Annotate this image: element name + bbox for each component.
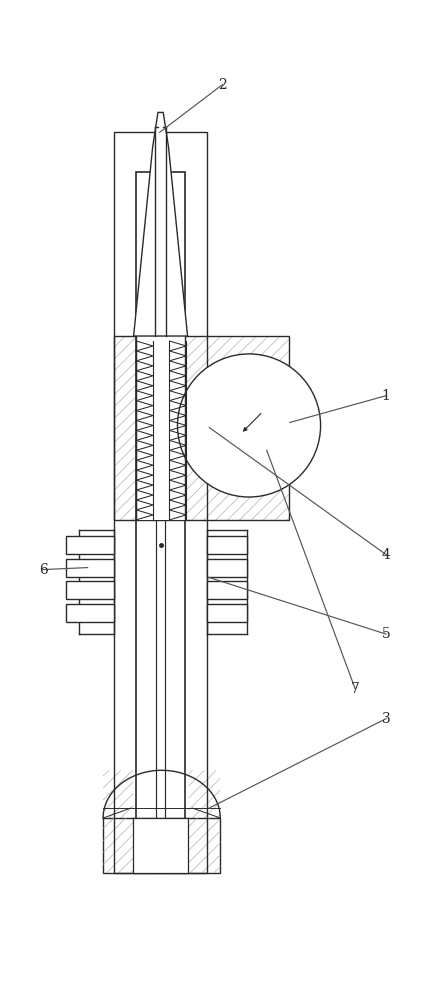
Bar <box>136 341 153 520</box>
Bar <box>103 818 220 873</box>
Text: 3: 3 <box>382 712 391 726</box>
Bar <box>207 536 247 554</box>
Bar <box>114 132 207 873</box>
Text: 7: 7 <box>351 682 360 696</box>
Text: 5: 5 <box>382 627 391 641</box>
Bar <box>65 581 114 599</box>
Bar <box>136 336 185 520</box>
Text: 6: 6 <box>39 563 48 577</box>
Bar <box>65 604 114 622</box>
Bar <box>170 341 186 520</box>
Text: 4: 4 <box>382 548 391 562</box>
Bar <box>207 604 247 622</box>
Bar <box>65 559 114 577</box>
Polygon shape <box>103 770 220 818</box>
Bar <box>65 536 114 554</box>
Polygon shape <box>134 112 187 336</box>
Bar <box>136 172 185 873</box>
Text: 2: 2 <box>218 78 227 92</box>
Bar <box>207 559 247 577</box>
Bar <box>133 818 188 873</box>
Bar <box>207 581 247 599</box>
Circle shape <box>178 354 320 497</box>
Text: 1: 1 <box>382 389 391 403</box>
Bar <box>114 336 289 520</box>
Bar <box>136 172 185 873</box>
